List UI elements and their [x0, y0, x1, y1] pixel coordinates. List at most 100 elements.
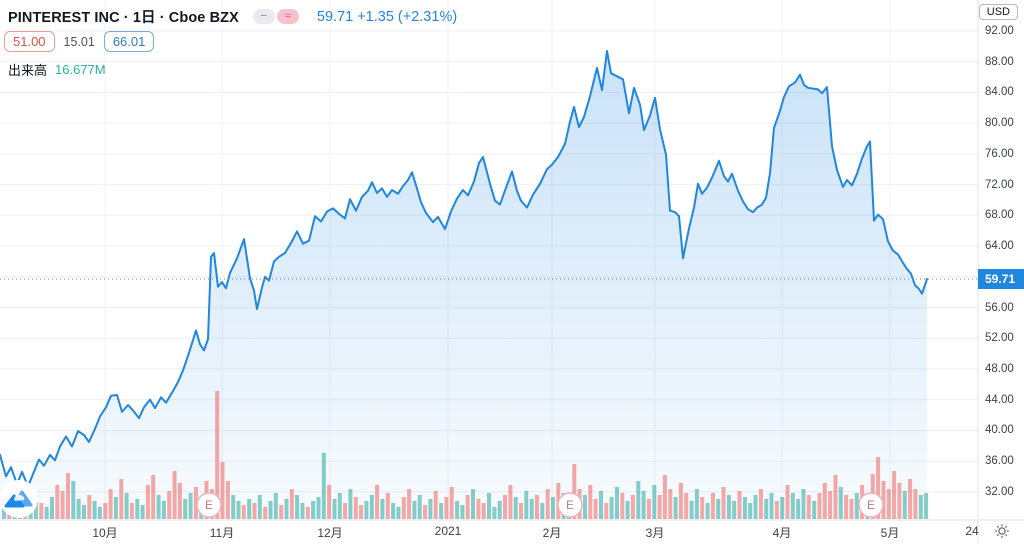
volume-bar: [796, 499, 801, 519]
volume-bar: [774, 501, 779, 519]
volume-bar: [151, 475, 156, 519]
price-tick-label: 72.00: [985, 178, 1014, 191]
volume-bar: [183, 499, 188, 519]
volume-bar: [369, 495, 374, 519]
volume-bar: [918, 495, 923, 519]
minus-pill-icon[interactable]: −: [252, 9, 275, 24]
price-tick-label: 48.00: [985, 362, 1014, 375]
symbol-title[interactable]: PINTEREST INC · 1日 · Cboe BZX: [8, 10, 239, 26]
volume-bar: [391, 503, 396, 519]
volume-bar: [497, 501, 502, 519]
volume-bar: [252, 503, 257, 519]
volume-bar: [849, 499, 854, 519]
volume-bar: [119, 479, 124, 519]
volume-bar: [822, 483, 827, 519]
high-value-box[interactable]: 66.01: [103, 31, 155, 52]
earnings-circle: [557, 492, 583, 518]
volume-bar: [337, 493, 342, 519]
volume-bar: [492, 507, 497, 519]
volume-bar: [748, 503, 753, 519]
price-area-fill: [0, 51, 927, 520]
volume-bar: [295, 495, 300, 519]
volume-bar: [449, 487, 454, 519]
volume-bar: [742, 497, 747, 519]
price-tick-label: 76.00: [985, 147, 1014, 160]
volume-bar: [279, 505, 284, 519]
volume-bar: [524, 491, 529, 519]
market-status-pills[interactable]: − ≈: [252, 9, 299, 24]
price-tick-label: 92.00: [985, 25, 1014, 37]
volume-bar: [439, 503, 444, 519]
volume-bar: [60, 491, 65, 519]
volume-bar: [620, 493, 625, 519]
volume-bar: [913, 489, 918, 519]
earnings-marker[interactable]: E: [858, 492, 884, 518]
volume-bar: [721, 487, 726, 519]
volume-bar: [87, 495, 92, 519]
volume-bar: [236, 501, 241, 519]
volume-bar: [593, 499, 598, 519]
gear-icon: [995, 524, 1009, 538]
volume-bar: [284, 499, 289, 519]
volume-bar: [247, 499, 252, 519]
price-tick-label: 64.00: [985, 240, 1014, 252]
time-tick-label: 5月: [880, 526, 900, 540]
volume-bar: [76, 499, 81, 519]
volume-value: 16.677M: [55, 62, 106, 77]
price-tick-label: 40.00: [985, 424, 1014, 437]
price-tick-label: 52.00: [985, 332, 1014, 345]
volume-bar: [668, 489, 673, 519]
volume-bar: [423, 505, 428, 519]
volume-bar: [428, 499, 433, 519]
volume-bar: [892, 471, 897, 519]
volume-bar: [844, 495, 849, 519]
currency-badge[interactable]: USD: [978, 4, 1018, 20]
volume-bar: [103, 503, 108, 519]
volume-bar: [812, 501, 817, 519]
chart-header: PINTEREST INC · 1日 · Cboe BZX − ≈ 59.71 …: [8, 6, 457, 27]
volume-bar: [471, 489, 475, 519]
timescale-settings-button[interactable]: [994, 523, 1010, 544]
volume-bar: [359, 505, 364, 519]
approx-pill-icon[interactable]: ≈: [276, 9, 299, 24]
volume-bar: [375, 485, 380, 519]
volume-bar: [444, 497, 449, 519]
provider-logo[interactable]: [0, 479, 40, 524]
volume-bar: [833, 475, 838, 519]
earnings-marker[interactable]: E: [557, 492, 583, 518]
volume-bar: [193, 487, 198, 519]
volume-bar: [801, 489, 806, 519]
price-line-series: [0, 50, 928, 488]
volume-bar: [625, 501, 630, 519]
volume-bar: [353, 497, 358, 519]
volume-bar: [487, 493, 491, 519]
volume-bar: [66, 473, 70, 519]
volume-bar: [401, 497, 406, 519]
volume-bar: [460, 505, 465, 519]
current-price-label: 59.71: [978, 269, 1024, 289]
earnings-marker[interactable]: E: [196, 492, 222, 518]
volume-bar: [305, 507, 310, 519]
price-tick-label: 68.00: [985, 209, 1014, 222]
volume-bar: [652, 485, 657, 519]
volume-label[interactable]: 出来高: [8, 63, 48, 78]
volume-bar: [769, 493, 774, 519]
volume-bar: [540, 503, 545, 519]
volume-bar: [343, 503, 348, 519]
volume-bar: [737, 491, 742, 519]
volume-bar: [380, 499, 385, 519]
earnings-letter: E: [566, 500, 574, 512]
volume-bar: [705, 503, 710, 519]
volume-bar: [135, 499, 140, 519]
volume-bar: [156, 495, 161, 519]
time-tick-label: 11月: [209, 526, 235, 540]
volume-bar: [785, 485, 790, 519]
volume-bar: [465, 495, 470, 519]
volume-bar: [694, 489, 699, 519]
price-tick-label: 44.00: [985, 393, 1014, 406]
low-value-box[interactable]: 51.00: [4, 31, 55, 52]
volume-bar: [396, 507, 401, 519]
volume-bar: [630, 495, 635, 519]
